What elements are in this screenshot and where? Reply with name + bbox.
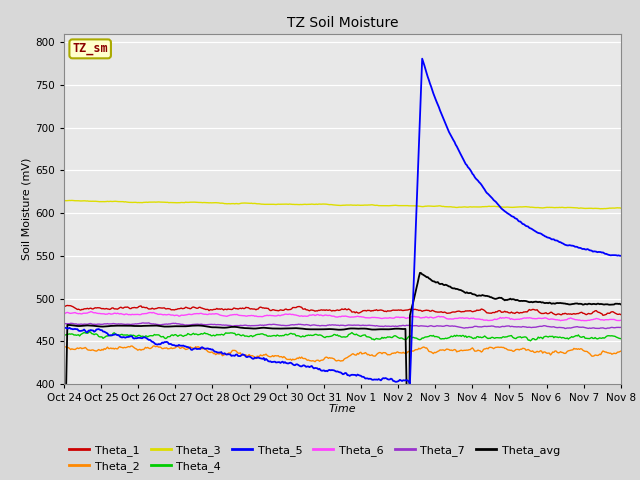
Theta_1 bbox=[329, 308, 337, 313]
Theta_2 bbox=[606, 350, 614, 356]
Theta_2 bbox=[519, 346, 527, 351]
Theta_7 bbox=[617, 324, 625, 330]
Line: Theta_1: Theta_1 bbox=[64, 305, 621, 315]
Theta_2 bbox=[311, 359, 319, 365]
Theta_6 bbox=[606, 316, 614, 322]
Theta_4 bbox=[606, 333, 614, 339]
Theta_3 bbox=[68, 198, 76, 204]
Theta_7 bbox=[329, 322, 337, 328]
Theta_6 bbox=[362, 315, 370, 321]
Theta_7 bbox=[606, 325, 614, 331]
Theta_avg bbox=[617, 301, 625, 307]
Theta_3 bbox=[326, 202, 333, 207]
Theta_5 bbox=[419, 56, 426, 61]
Theta_1 bbox=[599, 312, 607, 318]
Text: TZ_sm: TZ_sm bbox=[72, 42, 108, 55]
Theta_6 bbox=[329, 313, 337, 319]
Line: Theta_3: Theta_3 bbox=[64, 201, 621, 209]
Line: Theta_6: Theta_6 bbox=[64, 312, 621, 321]
Theta_avg bbox=[416, 270, 424, 276]
Line: Theta_avg: Theta_avg bbox=[64, 273, 621, 480]
Theta_3 bbox=[518, 204, 525, 210]
Theta_3 bbox=[60, 198, 68, 204]
Theta_6 bbox=[326, 312, 333, 318]
Theta_5 bbox=[392, 379, 399, 384]
Theta_6 bbox=[617, 317, 625, 323]
Theta_6 bbox=[518, 316, 525, 322]
Theta_7 bbox=[145, 320, 153, 326]
Theta_4 bbox=[86, 329, 93, 335]
Theta_3 bbox=[329, 202, 337, 208]
Line: Theta_7: Theta_7 bbox=[64, 323, 621, 328]
Theta_2 bbox=[330, 356, 338, 362]
Theta_6 bbox=[87, 309, 95, 314]
Theta_4 bbox=[617, 336, 625, 341]
Title: TZ Soil Moisture: TZ Soil Moisture bbox=[287, 16, 398, 30]
Legend: Theta_1, Theta_2, Theta_3, Theta_4, Theta_5, Theta_6, Theta_7, Theta_avg: Theta_1, Theta_2, Theta_3, Theta_4, Thet… bbox=[65, 440, 564, 477]
Theta_1 bbox=[393, 307, 401, 313]
Theta_3 bbox=[393, 203, 401, 208]
Theta_2 bbox=[394, 349, 401, 355]
Theta_avg bbox=[519, 298, 527, 304]
Theta_1 bbox=[518, 310, 525, 315]
Theta_4 bbox=[393, 334, 401, 339]
Theta_2 bbox=[327, 355, 335, 361]
Theta_1 bbox=[63, 302, 71, 308]
Theta_5 bbox=[519, 221, 527, 227]
Theta_3 bbox=[597, 206, 605, 212]
Theta_6 bbox=[393, 314, 401, 320]
Theta_1 bbox=[60, 303, 68, 309]
Theta_5 bbox=[617, 253, 625, 259]
Theta_2 bbox=[149, 343, 157, 349]
Theta_5 bbox=[362, 376, 369, 382]
Theta_7 bbox=[393, 324, 401, 329]
Theta_5 bbox=[60, 325, 68, 331]
Theta_6 bbox=[557, 318, 564, 324]
Theta_7 bbox=[518, 324, 525, 330]
Theta_2 bbox=[617, 348, 625, 354]
Theta_4 bbox=[60, 332, 68, 337]
Theta_4 bbox=[518, 335, 525, 341]
Theta_3 bbox=[617, 205, 625, 211]
Theta_3 bbox=[362, 202, 370, 208]
Theta_3 bbox=[606, 205, 614, 211]
Y-axis label: Soil Moisture (mV): Soil Moisture (mV) bbox=[21, 157, 31, 260]
Theta_7 bbox=[60, 321, 68, 326]
Theta_5 bbox=[328, 367, 335, 373]
Theta_avg bbox=[606, 302, 614, 308]
Theta_7 bbox=[326, 322, 333, 328]
Line: Theta_2: Theta_2 bbox=[64, 346, 621, 362]
Line: Theta_5: Theta_5 bbox=[64, 59, 621, 384]
Theta_avg bbox=[328, 326, 335, 332]
Theta_1 bbox=[362, 308, 370, 314]
Theta_1 bbox=[326, 307, 333, 313]
Line: Theta_4: Theta_4 bbox=[64, 332, 621, 341]
Theta_avg bbox=[324, 326, 332, 332]
Theta_2 bbox=[364, 352, 371, 358]
Theta_avg bbox=[362, 326, 369, 332]
Theta_7 bbox=[602, 325, 609, 331]
Theta_7 bbox=[362, 323, 370, 328]
Theta_avg bbox=[392, 326, 399, 332]
Theta_4 bbox=[527, 338, 534, 344]
Theta_5 bbox=[406, 381, 413, 386]
Theta_5 bbox=[324, 367, 332, 373]
Theta_4 bbox=[362, 334, 370, 339]
Theta_6 bbox=[60, 310, 68, 316]
X-axis label: Time: Time bbox=[328, 405, 356, 414]
Theta_4 bbox=[329, 333, 337, 338]
Theta_4 bbox=[326, 334, 333, 339]
Theta_1 bbox=[606, 311, 614, 316]
Theta_1 bbox=[617, 312, 625, 317]
Theta_5 bbox=[606, 252, 614, 258]
Theta_2 bbox=[60, 344, 68, 349]
